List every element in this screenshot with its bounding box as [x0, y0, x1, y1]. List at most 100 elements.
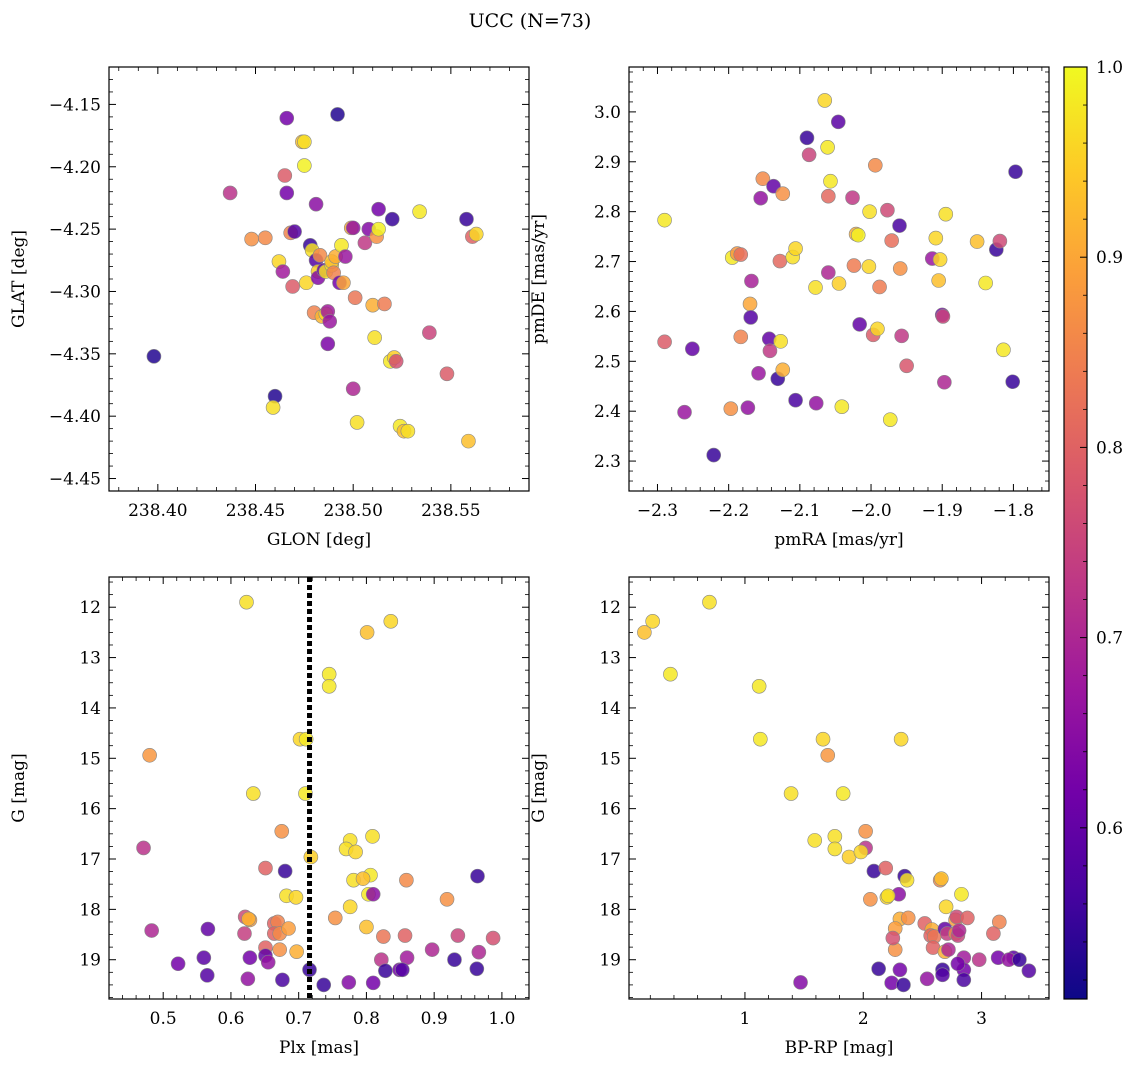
colorbar-tick-label: 0.9: [1096, 248, 1123, 268]
scatter-point: [830, 114, 846, 130]
y-tick-label: −4.35: [49, 345, 101, 365]
scatter-point: [941, 942, 956, 957]
x-tick-label: 238.40: [128, 501, 187, 521]
scatter-point: [327, 910, 343, 926]
scatter-point: [142, 747, 157, 763]
scatter-point: [808, 280, 823, 295]
colorbar-tick-label: 1.0: [1096, 58, 1123, 78]
scatter-point: [241, 911, 256, 927]
x-axis-label: pmRA [mas/yr]: [774, 530, 903, 550]
y-tick-label: 2.3: [594, 452, 621, 472]
scatter-point: [751, 678, 767, 694]
scatter-points: [657, 93, 1023, 463]
scatter-point: [336, 275, 351, 291]
scatter-point: [365, 975, 381, 991]
scatter-point: [863, 891, 878, 907]
scatter-point: [827, 829, 843, 844]
scatter-point: [831, 276, 847, 291]
scatter-point: [899, 358, 914, 374]
y-tick-label: 18: [79, 900, 101, 920]
colorbar-frame: [1063, 66, 1088, 1000]
y-tick-label: 3.0: [594, 103, 621, 123]
y-axis-label: pmDE [mas/yr]: [529, 214, 549, 344]
x-axis-label: Plx [mas]: [279, 1038, 359, 1058]
scatter-point: [894, 328, 909, 344]
scatter-point: [196, 950, 212, 966]
x-tick-label: 2: [858, 1009, 869, 1029]
scatter-point: [808, 395, 824, 411]
scatter-point: [461, 433, 476, 449]
scatter-point: [320, 336, 336, 352]
ticks: [109, 66, 530, 492]
scatter-point: [365, 829, 380, 844]
scatter-points: [146, 107, 484, 449]
scatter-point: [345, 220, 361, 236]
colorbar-tick-label: 0.8: [1096, 438, 1123, 458]
scatter-point: [861, 259, 877, 274]
scatter-point: [395, 962, 410, 978]
x-tick-label: 0.5: [150, 1009, 177, 1029]
y-tick-label: 17: [79, 850, 101, 870]
scatter-point: [740, 400, 756, 415]
scatter-point: [892, 218, 907, 233]
scatter-point: [870, 321, 885, 337]
scatter-point: [412, 204, 427, 219]
scatter-point: [377, 296, 392, 312]
scatter-point: [992, 914, 1007, 930]
y-tick-label: −4.15: [49, 95, 101, 115]
scatter-point: [321, 678, 337, 694]
panel-pm: −2.3 −2.2 −2.1 −2.0 −1.9 −1.8 2.3 2.4 2.5 2.6 2.7 2…: [529, 66, 1050, 550]
scatter-point: [349, 415, 365, 430]
scatter-point: [677, 404, 692, 420]
scatter-point: [200, 921, 216, 937]
scatter-point: [846, 258, 862, 273]
scatter-point: [637, 625, 652, 640]
scatter-point: [815, 731, 831, 747]
scatter-point: [257, 230, 273, 246]
scatter-point: [751, 365, 766, 381]
scatter-point: [880, 888, 896, 904]
scatter-point: [821, 265, 836, 280]
scatter-point: [743, 310, 759, 325]
scatter-point: [136, 840, 151, 856]
scatter-point: [277, 168, 293, 183]
scatter-point: [308, 196, 324, 212]
scatter-point: [447, 952, 462, 968]
scatter-point: [657, 212, 672, 228]
y-tick-label: 13: [79, 649, 101, 669]
ticks: [629, 577, 1049, 999]
y-tick-label: 19: [79, 951, 101, 971]
scatter-point: [289, 944, 304, 959]
colorbar-tick-label: 0.7: [1096, 629, 1123, 649]
scatter-point: [823, 173, 838, 189]
scatter-point: [348, 844, 363, 860]
colorbar: 0.6 0.7 0.8 0.9 1.0: [1063, 58, 1123, 1000]
scatter-point: [459, 211, 474, 227]
scatter-point: [258, 860, 273, 876]
scatter-point: [852, 317, 867, 332]
x-tick-label: 238.45: [226, 501, 285, 521]
scatter-point: [468, 226, 484, 242]
y-tick-label: 2.5: [594, 352, 621, 372]
scatter-point: [469, 961, 485, 977]
y-axis-label: G [mag]: [9, 753, 29, 822]
scatter-point: [355, 871, 371, 886]
y-tick-label: 2.9: [594, 153, 621, 173]
scatter-point: [272, 942, 288, 957]
figure-title: UCC (N=73): [469, 10, 592, 32]
colorbar-tick-label: 0.6: [1096, 819, 1123, 839]
scatter-point: [935, 967, 950, 983]
scatter-point: [878, 860, 894, 876]
y-tick-label: 14: [599, 699, 621, 719]
scatter-point: [896, 977, 911, 993]
scatter-point: [783, 786, 799, 801]
scatter-point: [753, 190, 768, 206]
y-tick-label: −4.30: [49, 282, 101, 302]
scatter-point: [450, 928, 466, 943]
scatter-point: [938, 899, 954, 915]
scatter-point: [706, 447, 722, 463]
x-tick-label: 1.0: [488, 1009, 515, 1029]
scatter-point: [471, 944, 487, 960]
scatter-point: [383, 614, 399, 629]
